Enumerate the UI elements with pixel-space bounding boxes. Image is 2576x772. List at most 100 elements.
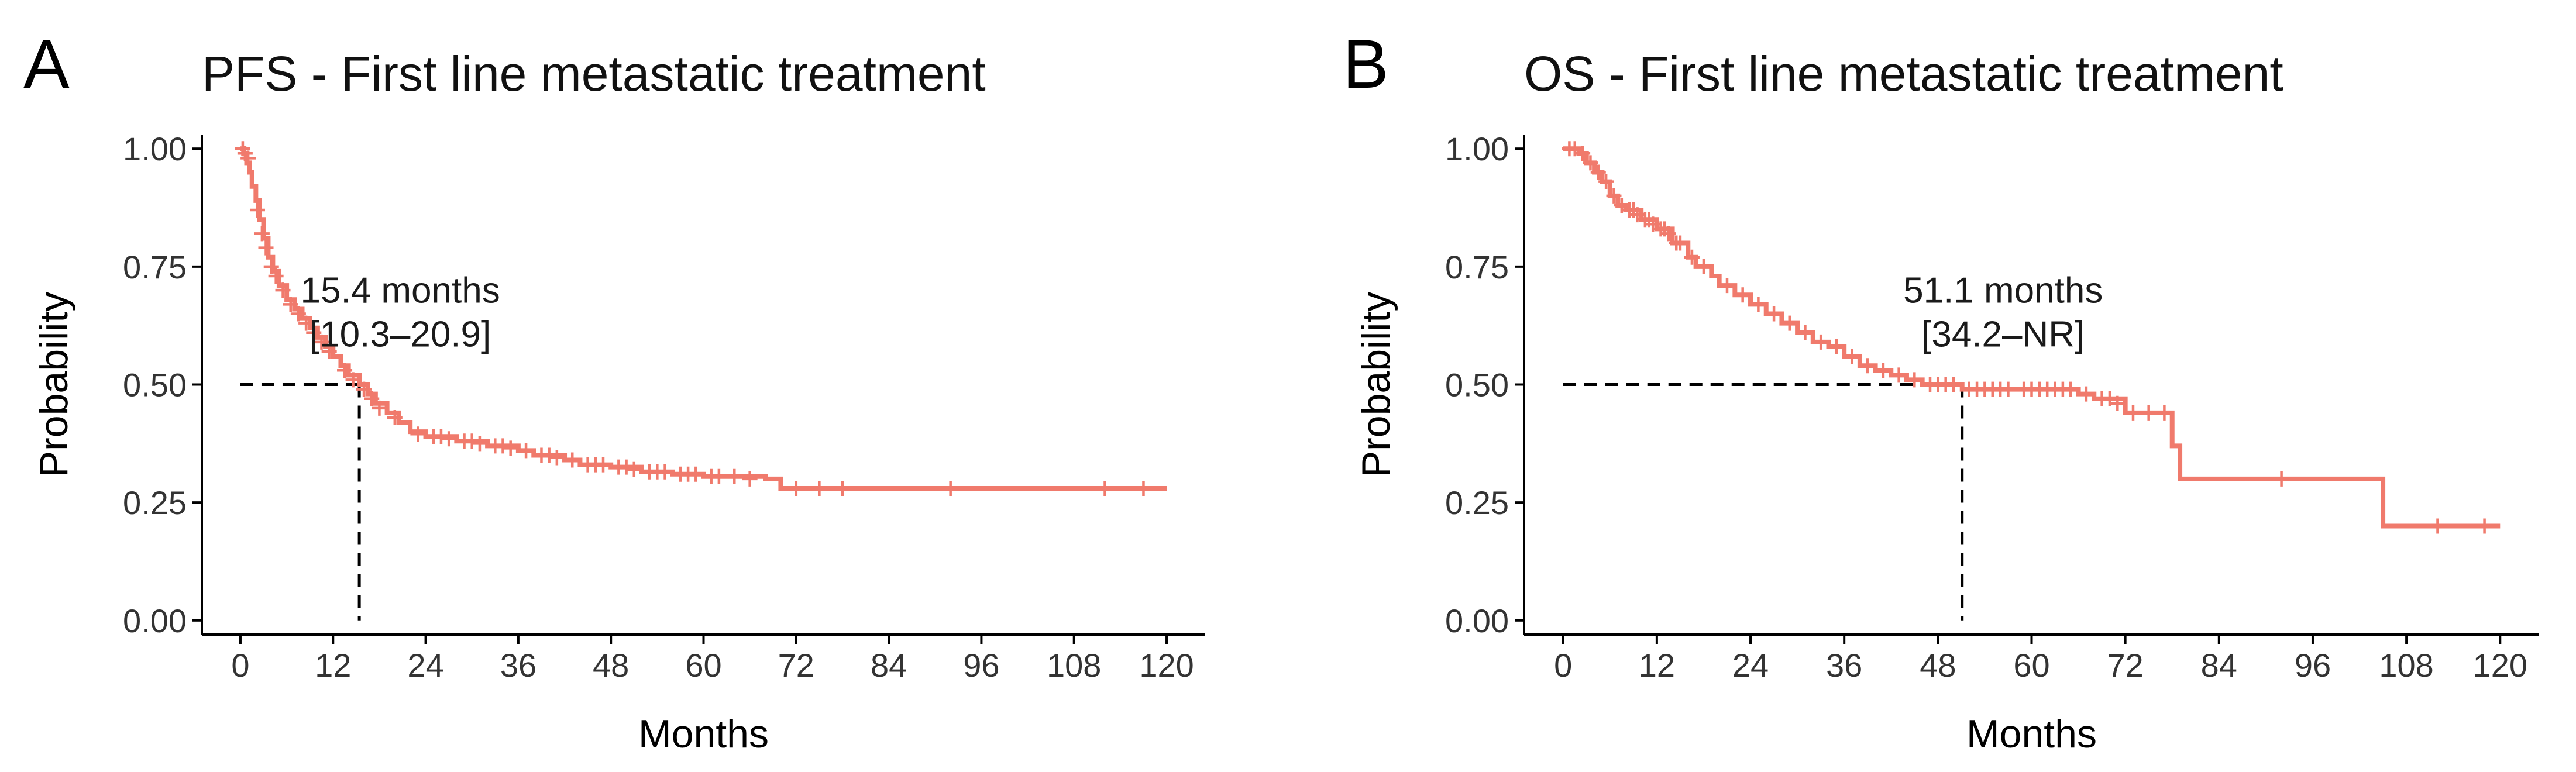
x-tick-label-b: 48 [1920,647,1956,684]
x-tick-label-a: 24 [407,647,443,684]
censor-mark-a [834,480,850,496]
x-tick-label-b: 60 [2013,647,2049,684]
censor-mark-a [345,372,361,388]
censor-mark-a [1136,480,1151,496]
censor-mark-a [711,468,727,484]
chart-title-b: OS - First line metastatic treatment [1524,46,2283,101]
censor-mark-a [258,240,274,256]
x-tick-label-b: 24 [1732,647,1769,684]
censor-mark-b [2063,381,2079,397]
censor-mark-a [811,480,827,496]
x-tick-label-b: 36 [1826,647,1862,684]
censor-mark-b [1813,334,1829,350]
censor-mark-b [1583,155,1598,171]
censor-mark-b [2157,405,2172,421]
censor-mark-b [1614,197,1629,213]
chart-title-a: PFS - First line metastatic treatment [202,46,986,101]
censor-mark-b [1797,325,1813,340]
x-tick-label-b: 84 [2201,647,2237,684]
x-tick-label-a: 96 [963,647,999,684]
y-tick-label-a: 0.25 [123,484,187,521]
censor-mark-b [1590,164,1606,180]
y-axis-title-a: Probability [32,292,76,478]
median-label-b: 51.1 months [1903,271,2103,311]
censor-mark-a [314,334,329,350]
x-tick-label-b: 108 [2379,647,2433,684]
panel-letter-b: B [1343,26,1389,103]
panel-a: A PFS - First line metastatic treatment … [23,26,1205,756]
censor-mark-b [2000,381,2016,397]
censor-mark-a [788,480,804,496]
censor-mark-b [1766,306,1782,322]
x-tick-label-a: 120 [1139,647,1194,684]
median-label-a: 15.4 months [301,271,500,311]
x-axis-title-b: Months [1966,712,2097,756]
censor-mark-b [1946,377,1962,392]
censor-mark-a [306,325,322,340]
censor-mark-b [1672,235,1688,251]
censor-mark-a [254,226,270,242]
censor-mark-a [472,436,487,452]
censor-mark-a [356,381,372,397]
censor-mark-a [688,466,704,482]
censor-mark-a [549,450,565,466]
censor-mark-b [1606,188,1622,204]
censor-mark-a [727,468,742,484]
censor-mark-b [1567,141,1583,157]
x-tick-label-a: 0 [231,647,249,684]
censor-mark-a [518,443,534,459]
y-tick-label-b: 0.75 [1445,249,1509,285]
censor-mark-a [433,429,449,444]
censor-mark-a [626,461,642,477]
censor-mark-a [495,438,511,454]
censor-mark-a [240,150,256,166]
x-tick-label-a: 60 [685,647,721,684]
y-tick-label-b: 0.50 [1445,367,1509,404]
x-tick-label-a: 12 [315,647,351,684]
x-tick-label-a: 48 [593,647,629,684]
x-tick-label-b: 72 [2107,647,2144,684]
censor-mark-b [1781,315,1797,331]
y-tick-label-b: 1.00 [1445,130,1509,167]
x-tick-label-a: 72 [778,647,814,684]
censor-mark-b [1844,349,1860,364]
censor-mark-b [2274,471,2289,487]
censor-mark-a [249,202,265,218]
censor-mark-a [337,363,353,378]
censor-mark-b [1629,207,1645,223]
censor-mark-b [1750,297,1766,312]
x-tick-label-a: 84 [871,647,907,684]
ci-label-a: [10.3–20.9] [309,315,491,355]
censor-mark-b [2126,405,2141,421]
censor-mark-b [1875,363,1891,378]
censor-mark-a [268,268,284,284]
panel-letter-a: A [23,26,70,103]
censor-mark-a [503,440,518,456]
y-tick-label-b: 0.00 [1445,602,1509,639]
censor-mark-a [298,315,314,331]
censor-mark-a [464,433,480,449]
censor-mark-a [364,391,380,406]
censor-mark-a [321,344,337,360]
censor-mark-a [657,464,673,480]
x-tick-label-a: 108 [1047,647,1101,684]
censor-mark-b [2110,395,2126,411]
censor-mark-b [1828,339,1844,354]
x-axis-title-a: Months [638,712,769,756]
censor-mark-a [263,259,279,274]
censor-mark-b [1684,249,1700,265]
censor-mark-a [275,282,291,298]
x-tick-label-b: 120 [2473,647,2527,684]
censor-mark-a [943,480,958,496]
censor-mark-b [1695,259,1711,274]
panel-b: B OS - First line metastatic treatment 0… [1343,26,2539,756]
censor-mark-b [1860,358,1876,374]
censor-mark-b [1907,372,1922,388]
censor-mark-b [1719,278,1735,294]
ci-label-b: [34.2–NR] [1921,315,2085,355]
y-tick-label-a: 0.00 [123,602,187,639]
censor-mark-b [2141,405,2157,421]
censor-mark-b [1575,146,1591,161]
censor-mark-a [372,400,387,416]
